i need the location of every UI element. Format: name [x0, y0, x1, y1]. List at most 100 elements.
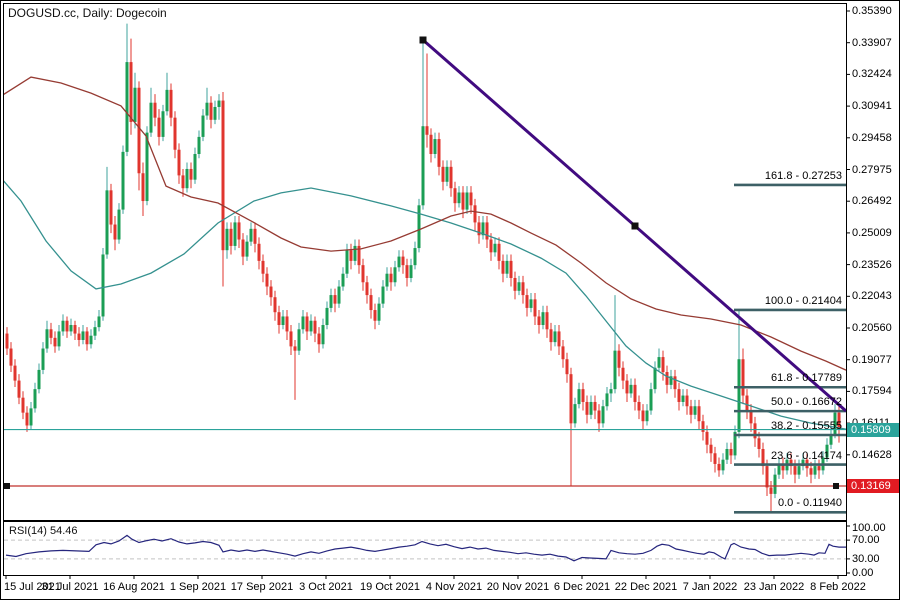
candle-body: [557, 331, 561, 347]
fib-level-label: 38.2 - 0.15555: [771, 419, 842, 432]
candle-body: [549, 329, 553, 343]
candle-body: [5, 333, 9, 349]
candle-body: [665, 372, 669, 385]
candle-body: [569, 374, 573, 424]
fib-level-label: 100.0 - 0.21404: [764, 294, 842, 307]
candle-body: [633, 384, 637, 402]
horizontal-line-handle[interactable]: [833, 482, 839, 489]
rsi-panel-frame: [3, 521, 847, 576]
candle-body: [749, 410, 753, 424]
candle-body: [153, 102, 157, 118]
candle-body: [93, 327, 97, 336]
candle-body: [801, 459, 805, 467]
candle-body: [469, 192, 473, 206]
candle-body: [45, 329, 49, 349]
candle-body: [369, 295, 373, 311]
candle-body: [49, 329, 53, 338]
candle-body: [773, 474, 777, 494]
date-tick-label: 20 Nov 2021: [486, 581, 550, 593]
candle-body: [677, 389, 681, 402]
candle-body: [473, 205, 477, 223]
candle-body: [285, 316, 289, 332]
candle-body: [289, 331, 293, 347]
candle-body: [397, 256, 401, 268]
candle-body: [137, 87, 141, 174]
candle-body: [597, 410, 601, 424]
candle-body: [325, 307, 329, 326]
candle-body: [517, 282, 521, 291]
candle-body: [713, 453, 717, 464]
candle-body: [201, 115, 205, 137]
candle-body: [741, 359, 745, 396]
candle-body: [797, 466, 801, 475]
candle-body: [833, 412, 837, 435]
candle-body: [13, 365, 17, 381]
candle-body: [113, 224, 117, 240]
candle-body: [373, 310, 377, 321]
horizontal-line-handle[interactable]: [4, 482, 10, 489]
date-tick-label: 7 Jan 2022: [682, 581, 738, 593]
candle-body: [273, 297, 277, 313]
ma-red-line: [4, 76, 846, 371]
candle-body: [641, 410, 645, 422]
candle-body: [553, 331, 557, 343]
candle-body: [365, 282, 369, 296]
price-tick-label: 0.17594: [852, 385, 892, 398]
trendline-handle[interactable]: [631, 222, 639, 230]
candle-body: [73, 325, 77, 334]
candle-body: [277, 312, 281, 326]
candle-body: [165, 89, 169, 112]
candle-body: [41, 348, 45, 370]
candle-body: [65, 320, 69, 332]
candle-body: [209, 102, 213, 120]
date-tick-label: 31 Jul 2021: [41, 581, 99, 593]
candle-body: [353, 245, 357, 261]
price-tick-label: 0.14628: [852, 448, 892, 461]
price-tick-label: 0.35390: [852, 5, 892, 17]
candle-body: [425, 126, 429, 135]
candle-body: [737, 359, 741, 432]
candle-body: [293, 346, 297, 351]
candle-body: [25, 412, 29, 426]
candle-body: [205, 102, 209, 116]
candle-body: [333, 295, 337, 304]
candle-body: [81, 331, 85, 340]
date-tick-label: 16 Aug 2021: [103, 581, 165, 593]
candle-body: [329, 295, 333, 308]
date-tick-label: 4 Nov 2021: [425, 581, 483, 593]
fib-level-label: 0.0 - 0.11940: [777, 497, 842, 510]
date-tick-label: 17 Sep 2021: [230, 581, 294, 593]
candle-body: [645, 410, 649, 422]
candle-body: [817, 466, 821, 471]
price-tick-label: 0.25009: [852, 226, 892, 239]
candle-body: [37, 369, 41, 390]
candle-body: [149, 102, 153, 133]
candle-body: [649, 389, 653, 411]
candle-body: [225, 228, 229, 251]
candle-body: [229, 228, 233, 246]
candle-body: [441, 166, 445, 182]
candle-body: [537, 316, 541, 326]
candle-body: [685, 395, 689, 407]
date-tick-label: 23 Jan 2022: [743, 581, 805, 593]
candle-body: [249, 228, 253, 242]
price-tick-label: 0.22043: [852, 290, 892, 303]
candle-body: [701, 421, 705, 432]
trendline-handle[interactable]: [419, 36, 427, 44]
candle-body: [413, 248, 417, 266]
date-tick-label: 22 Dec 2021: [614, 581, 678, 593]
date-tick-label: 19 Oct 2021: [360, 581, 420, 593]
candle-body: [417, 205, 421, 249]
candle-body: [377, 303, 381, 321]
candle-body: [661, 357, 665, 373]
candle-body: [309, 320, 313, 332]
candle-body: [545, 312, 549, 330]
candle-body: [21, 397, 25, 413]
candle-body: [213, 106, 217, 120]
candle-body: [341, 273, 345, 287]
candle-body: [721, 459, 725, 471]
candle-body: [129, 62, 133, 122]
candle-body: [525, 295, 529, 308]
candle-body: [69, 325, 73, 332]
